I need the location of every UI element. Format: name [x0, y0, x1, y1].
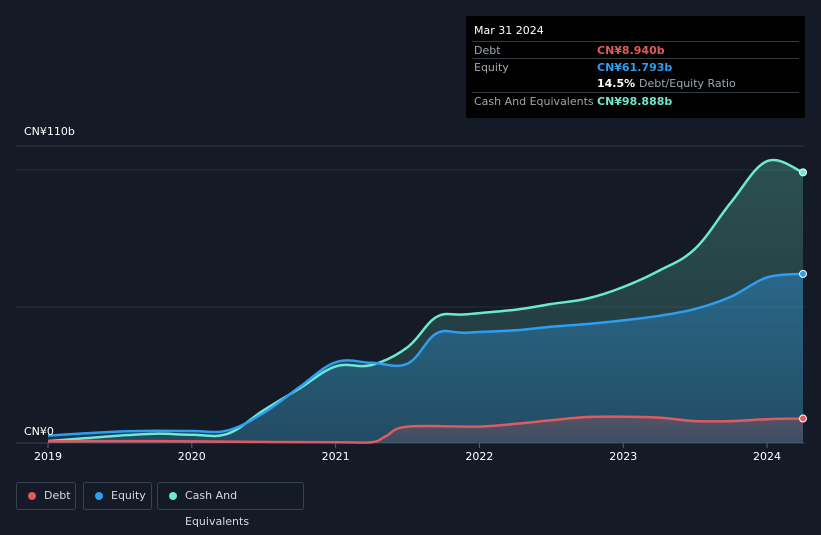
tooltip-row-equity: Equity CN¥61.793b — [472, 58, 799, 76]
line-equity — [47, 272, 804, 437]
area-debt — [48, 416, 803, 443]
tooltip-row-ratio: 14.5% Debt/Equity Ratio — [472, 75, 799, 92]
x-tick-label-2021: 2021 — [322, 450, 350, 463]
tooltip-equity-label: Equity — [474, 61, 509, 74]
tooltip-panel: Mar 31 2024 Debt CN¥8.940b Equity CN¥61.… — [466, 16, 805, 118]
tooltip-ratio-percent: 14.5% — [597, 77, 636, 90]
x-tick-label-2024: 2024 — [753, 450, 781, 463]
tooltip-ratio-label: Debt/Equity Ratio — [639, 77, 736, 90]
legend-label-equity: Equity — [111, 489, 146, 502]
tooltip-row-cash: Cash And Equivalents CN¥98.888b — [472, 92, 799, 110]
endpoint-cash-and-equivalents[interactable] — [799, 168, 807, 177]
tooltip-debt-label: Debt — [474, 44, 501, 57]
x-tick-label-2023: 2023 — [609, 450, 637, 463]
tooltip-row-debt: Debt CN¥8.940b — [472, 41, 799, 59]
y-axis-top-label: CN¥110b — [24, 125, 75, 138]
tooltip-cash-value: CN¥98.888b — [597, 95, 673, 108]
endpoint-equity[interactable] — [799, 269, 807, 278]
tooltip-cash-label: Cash And Equivalents — [474, 95, 594, 108]
legend-item-equity[interactable]: Equity — [83, 482, 152, 510]
area-equity — [48, 273, 803, 443]
y-axis-bottom-label: CN¥0 — [24, 425, 54, 438]
legend-label-cash: Cash And Equivalents — [185, 489, 250, 528]
legend-dot-cash — [169, 492, 177, 500]
line-debt — [47, 415, 804, 444]
series-lines — [47, 158, 804, 444]
x-tick-label-2019: 2019 — [34, 450, 62, 463]
legend-item-cash[interactable]: Cash And Equivalents — [157, 482, 304, 528]
legend-label-debt: Debt — [44, 489, 71, 502]
tooltip-ratio-value: 14.5% Debt/Equity Ratio — [597, 77, 736, 90]
line-cash-and-equivalents — [47, 158, 804, 443]
tooltip-equity-value: CN¥61.793b — [597, 61, 673, 74]
legend-dot-debt — [28, 492, 36, 500]
x-axis: 2019 2020 2021 2022 2023 2024 — [34, 443, 781, 463]
x-tick-label-2022: 2022 — [465, 450, 493, 463]
tooltip-date: Mar 31 2024 — [474, 24, 544, 37]
x-tick-label-2020: 2020 — [178, 450, 206, 463]
series-endpoints — [799, 168, 807, 423]
endpoint-debt[interactable] — [799, 414, 807, 423]
legend-dot-equity — [95, 492, 103, 500]
tooltip-debt-value: CN¥8.940b — [597, 44, 665, 57]
legend-item-debt[interactable]: Debt — [16, 482, 76, 510]
series-areas — [48, 160, 803, 443]
